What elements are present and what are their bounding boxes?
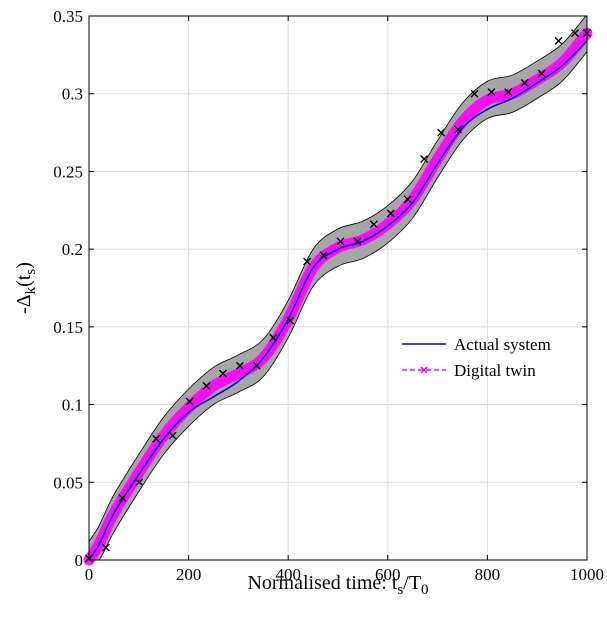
legend: Actual system Digital twin <box>402 335 551 380</box>
marker-point <box>269 333 278 342</box>
marker-point <box>353 237 362 246</box>
marker-point <box>135 478 144 487</box>
x-tick-label: 0 <box>85 565 94 584</box>
x-ticks: 0 200 400 600 800 1000 <box>85 16 604 584</box>
marker-point <box>470 89 479 98</box>
marker-point <box>235 361 244 370</box>
y-tick-label: 0.2 <box>62 240 83 259</box>
digital-twin-markers <box>85 29 591 563</box>
marker-point <box>286 316 295 325</box>
y-tick-label: 0.25 <box>53 162 83 181</box>
y-axis-label: -Δk(ts) <box>13 262 39 314</box>
marker-point <box>420 154 429 163</box>
marker-point <box>520 78 529 87</box>
y-ticks: 0 0.05 0.1 0.15 0.2 0.25 0.3 0.35 <box>53 7 587 570</box>
y-tick-label: 0.3 <box>62 85 83 104</box>
marker-point <box>336 237 345 246</box>
axes-frame <box>88 15 588 561</box>
marker-point <box>152 434 161 443</box>
marker-point <box>369 220 378 229</box>
confidence-band <box>89 16 587 560</box>
y-tick-label: 0.1 <box>62 396 83 415</box>
x-tick-label: 600 <box>375 565 401 584</box>
y-tick-label: 0.15 <box>53 318 83 337</box>
legend-twin-label: Digital twin <box>454 361 536 380</box>
series-actual-system-line <box>88 40 588 561</box>
x-tick-label: 200 <box>176 565 202 584</box>
x-tick-label: 400 <box>275 565 301 584</box>
marker-point <box>168 431 177 440</box>
x-tick-label: 1000 <box>570 565 604 584</box>
marker-point <box>487 88 496 97</box>
marker-point <box>454 125 463 134</box>
marker-point <box>403 195 412 204</box>
marker-point <box>437 128 446 137</box>
marker-point <box>554 36 563 45</box>
marker-point <box>319 251 328 260</box>
y-tick-label: 0.05 <box>53 473 83 492</box>
x-axis-label: Normalised time: ts/T0 <box>247 572 428 598</box>
marker-point <box>118 493 127 502</box>
marker-point <box>202 381 211 390</box>
y-tick-label: 0 <box>75 551 84 570</box>
x-tick-label: 800 <box>475 565 501 584</box>
marker-point <box>185 397 194 406</box>
marker-point <box>218 369 227 378</box>
marker-point <box>303 257 312 266</box>
marker-point <box>386 209 395 218</box>
marker-point <box>571 29 580 38</box>
marker-point <box>101 543 110 552</box>
marker-point <box>252 361 261 370</box>
y-tick-label: 0.35 <box>53 7 83 26</box>
marker-point <box>504 88 513 97</box>
legend-twin-marker <box>420 366 428 374</box>
legend-actual-label: Actual system <box>454 335 551 354</box>
marker-point <box>537 69 546 78</box>
